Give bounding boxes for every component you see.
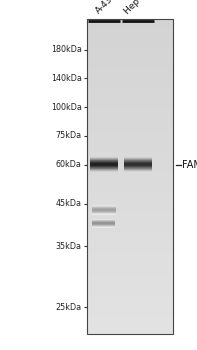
Bar — [90, 171, 118, 172]
Text: A-431: A-431 — [94, 0, 119, 16]
Bar — [124, 170, 152, 171]
Text: FAM20A: FAM20A — [182, 160, 197, 169]
Bar — [90, 158, 118, 159]
Text: Hep G2: Hep G2 — [123, 0, 153, 16]
Bar — [90, 157, 118, 158]
Bar — [90, 165, 118, 166]
Bar — [90, 161, 118, 162]
Bar — [124, 168, 152, 169]
Bar — [124, 164, 152, 165]
Bar — [124, 169, 152, 170]
Text: 75kDa: 75kDa — [56, 131, 82, 140]
Bar — [124, 161, 152, 162]
Bar — [90, 169, 118, 170]
Bar — [124, 168, 152, 169]
Bar — [124, 167, 152, 168]
Bar — [90, 168, 118, 169]
Text: 140kDa: 140kDa — [51, 74, 82, 83]
Bar — [124, 159, 152, 160]
Bar — [124, 163, 152, 164]
Bar — [90, 160, 118, 161]
Bar — [90, 167, 118, 168]
Text: 45kDa: 45kDa — [56, 199, 82, 208]
Bar — [90, 159, 118, 160]
Text: 60kDa: 60kDa — [56, 160, 82, 169]
Bar — [90, 170, 118, 171]
Bar — [124, 157, 152, 158]
Text: 100kDa: 100kDa — [51, 103, 82, 112]
Bar — [124, 158, 152, 159]
Bar — [90, 163, 118, 164]
Bar — [124, 162, 152, 163]
Bar — [90, 166, 118, 167]
Bar — [124, 165, 152, 166]
Bar — [124, 171, 152, 172]
Bar — [90, 164, 118, 165]
Text: 180kDa: 180kDa — [51, 45, 82, 54]
Text: 35kDa: 35kDa — [56, 242, 82, 251]
Bar — [124, 160, 152, 161]
Bar — [87, 19, 173, 334]
Bar — [124, 166, 152, 167]
Bar — [90, 162, 118, 163]
Text: 25kDa: 25kDa — [56, 303, 82, 312]
Bar — [90, 168, 118, 169]
